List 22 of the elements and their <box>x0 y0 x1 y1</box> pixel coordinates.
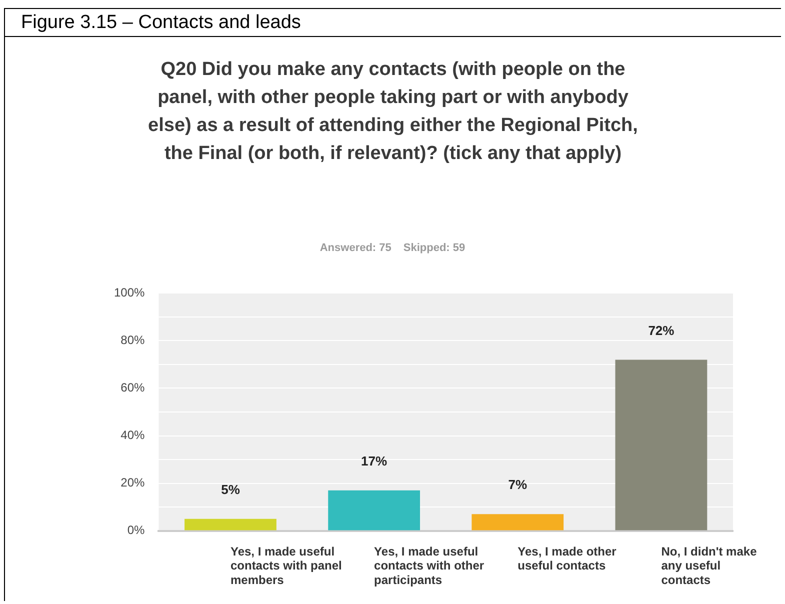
x-tick-label: Yes, I made other useful contacts <box>518 544 617 573</box>
y-tick-label: 40% <box>120 428 146 442</box>
y-tick-label: 20% <box>120 476 146 490</box>
y-tick-label: 100% <box>114 286 146 300</box>
text: Answered: 75 <box>320 242 392 254</box>
bar <box>472 514 564 530</box>
x-tick-label: Yes, I made useful contacts with other participants <box>374 544 484 588</box>
text: Skipped: 59 <box>403 242 466 254</box>
data-label: 7% <box>508 477 528 492</box>
chart-subtitle: Q20 Did you make any contacts (with people on the panel, with other people taking part or with anybody else) as a result of attending either the Regional Pitch, the Final (or both, if relevant)? (tick any that apply) <box>148 58 638 166</box>
x-tick-label: Yes, I made useful contacts with panel members <box>230 544 342 588</box>
x-tick-label: No, I didn't make any useful contacts <box>661 544 758 588</box>
bar <box>328 490 420 530</box>
chart-title: Figure 3.15 – Contacts and leads <box>5 9 781 37</box>
data-label: 72% <box>648 322 675 338</box>
data-label: 17% <box>361 453 388 468</box>
y-tick-label: 80% <box>120 333 146 348</box>
bar <box>615 360 708 530</box>
bar <box>184 518 276 530</box>
y-tick-label: 60% <box>120 380 146 395</box>
data-label: 5% <box>221 482 240 497</box>
y-tick-label: 0% <box>127 523 146 538</box>
